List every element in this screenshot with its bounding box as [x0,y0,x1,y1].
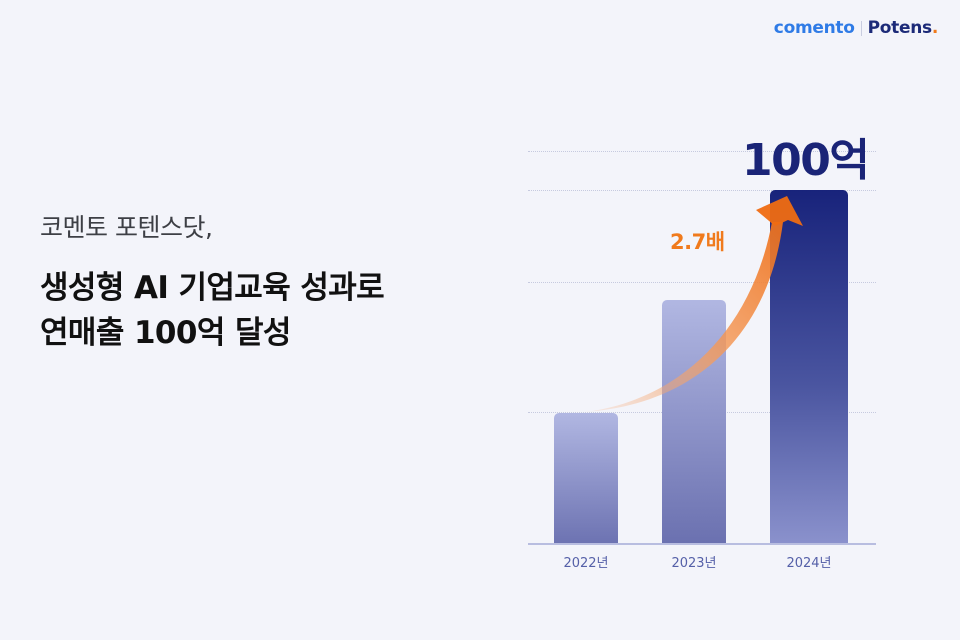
headline-title-line1: 생성형 AI 기업교육 성과로 [40,270,385,306]
x-label-2023: 2023년 [671,556,717,571]
gridline [528,282,876,283]
x-label-2022: 2022년 [563,556,609,571]
gridline [528,190,876,191]
comento-logo: comento [773,18,855,38]
gridline [528,151,876,152]
bar-2022 [554,413,618,543]
top-value-label: 100억 [742,135,870,186]
brand-logo: comento Potens. [773,18,939,38]
potens-logo: Potens [867,18,933,38]
x-label-2024: 2024년 [786,556,832,571]
headline: 코멘토 포텐스닷, 생성형 AI 기업교육 성과로 연매출 100억 달성 [40,208,385,356]
x-axis [528,543,876,545]
growth-label: 2.7배 [670,230,725,254]
headline-subtitle: 코멘토 포텐스닷, [40,213,213,242]
logo-divider [860,20,862,36]
headline-title: 생성형 AI 기업교육 성과로 연매출 100억 달성 [40,266,385,356]
bar-2024 [770,190,848,543]
potens-logo-dot: . [931,18,938,38]
headline-title-line2: 연매출 100억 달성 [40,315,291,351]
bar-2023 [662,300,726,543]
